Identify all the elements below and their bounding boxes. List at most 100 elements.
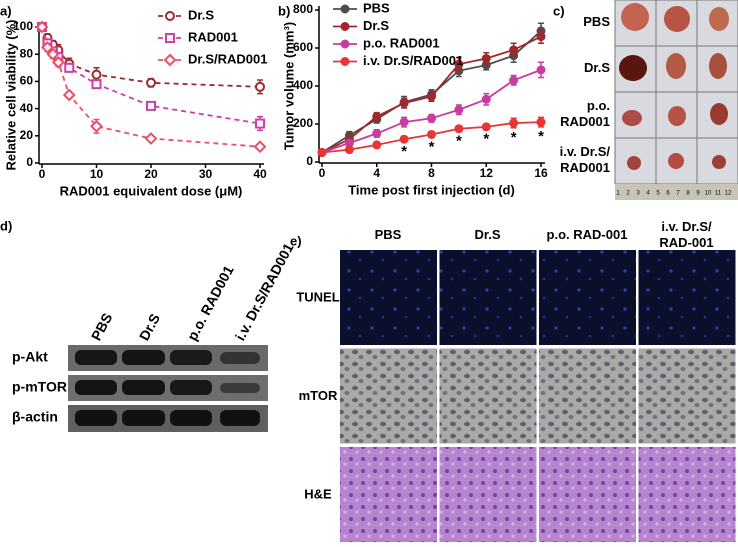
row-label-line: PBS bbox=[583, 14, 610, 29]
marker bbox=[255, 81, 265, 92]
marker bbox=[536, 117, 546, 127]
y-axis-label: Relative cell viability (%) bbox=[3, 19, 18, 170]
row-label: TUNEL bbox=[296, 289, 339, 304]
ruler-number: 4 bbox=[646, 191, 650, 197]
y-tick-label: 20 bbox=[20, 128, 34, 142]
micrograph bbox=[439, 250, 537, 345]
legend-label: Dr.S bbox=[188, 7, 214, 22]
x-tick-label: 4 bbox=[373, 166, 380, 180]
marker bbox=[344, 145, 354, 155]
row-label-line: RAD001 bbox=[560, 160, 610, 175]
marker bbox=[51, 55, 65, 69]
ruler-number: 8 bbox=[686, 191, 690, 197]
y-tick-label: 800 bbox=[293, 2, 313, 16]
y-tick-label: 0 bbox=[26, 155, 33, 169]
row-label: β-actin bbox=[12, 409, 58, 425]
y-tick-label: 80 bbox=[20, 46, 34, 60]
marker bbox=[509, 75, 519, 85]
marker bbox=[91, 79, 102, 90]
ruler-number: 9 bbox=[696, 191, 700, 197]
legend-label: i.v. Dr.S/RAD001 bbox=[363, 53, 463, 68]
marker bbox=[317, 148, 327, 157]
x-tick-label: 40 bbox=[253, 167, 267, 181]
ruler-number: 11 bbox=[715, 191, 722, 197]
row-label-line: i.v. Dr.S/ bbox=[560, 144, 611, 159]
marker bbox=[41, 40, 54, 54]
lane-label: i.v. Dr.S/RAD001 bbox=[232, 240, 297, 343]
lane-label: PBS bbox=[88, 310, 116, 343]
micrograph bbox=[539, 348, 636, 444]
micrograph bbox=[340, 348, 437, 444]
x-axis-label: Time post first injection (d) bbox=[348, 182, 515, 197]
ruler-number: 7 bbox=[676, 191, 680, 197]
micrograph bbox=[638, 348, 736, 444]
x-tick-label: 20 bbox=[144, 167, 158, 181]
x-tick-label: 8 bbox=[428, 166, 435, 180]
ruler-number: 6 bbox=[666, 191, 670, 197]
row-label: PBS bbox=[583, 14, 610, 29]
significance-mark: * bbox=[483, 131, 489, 148]
column-label-line: i.v. Dr.S/ bbox=[661, 219, 712, 234]
blot bbox=[68, 345, 268, 432]
marker bbox=[399, 117, 409, 127]
row-label: i.v. Dr.S/RAD001 bbox=[560, 144, 611, 175]
column-label: i.v. Dr.S/RAD-001 bbox=[659, 219, 713, 250]
ruler-number: 12 bbox=[725, 191, 732, 197]
chart: b) 0 4 8 12 16 0 200 400 600 800 Time post first in… bbox=[278, 0, 548, 197]
legend-label: p.o. RAD001 bbox=[363, 35, 440, 50]
marker bbox=[481, 94, 491, 104]
legend-label: PBS bbox=[363, 0, 390, 15]
chart: a) 0 10 20 30 40 0 20 40 60 80 100 RAD001 equivalent… bbox=[0, 3, 267, 198]
column-label: Dr.S bbox=[474, 227, 500, 242]
micrograph bbox=[340, 250, 437, 345]
marker bbox=[91, 69, 102, 80]
panel-label: a) bbox=[0, 3, 12, 18]
ruler-number: 3 bbox=[636, 191, 640, 197]
panel-label: b) bbox=[278, 3, 290, 18]
y-tick-label: 60 bbox=[20, 74, 34, 88]
column-label-line: Dr.S bbox=[474, 227, 500, 242]
y-tick-label: 0 bbox=[306, 154, 313, 168]
x-tick-label: 0 bbox=[319, 166, 326, 180]
micrograph bbox=[439, 447, 537, 542]
column-label: PBS bbox=[375, 227, 402, 242]
marker bbox=[146, 100, 156, 111]
marker bbox=[146, 77, 156, 88]
y-axis-label: Tumor volume (mm³) bbox=[281, 22, 296, 150]
column-label-line: p.o. RAD-001 bbox=[547, 227, 628, 242]
marker bbox=[536, 32, 546, 42]
marker bbox=[454, 124, 464, 134]
micrograph bbox=[638, 250, 736, 345]
x-tick-label: 0 bbox=[39, 167, 46, 181]
y-tick-label: 400 bbox=[293, 78, 313, 92]
significance-mark: * bbox=[511, 129, 517, 146]
legend-label: RAD001 bbox=[188, 29, 238, 44]
micrograph bbox=[539, 250, 636, 345]
row-label: mTOR bbox=[299, 388, 338, 403]
lane-label: p.o. RAD001 bbox=[184, 263, 237, 344]
row-label: p-mTOR bbox=[12, 379, 67, 395]
row-label: p.o. RAD001 bbox=[560, 98, 610, 129]
photo-grid bbox=[614, 0, 738, 200]
marker bbox=[399, 134, 409, 144]
marker bbox=[454, 59, 464, 69]
marker bbox=[481, 53, 491, 63]
y-tick-label: 200 bbox=[293, 116, 313, 130]
y-tick-label: 100 bbox=[13, 19, 33, 33]
micrograph bbox=[439, 348, 537, 444]
ruler-number: 10 bbox=[705, 191, 712, 197]
column-label: p.o. RAD-001 bbox=[547, 227, 628, 242]
legend-marker bbox=[165, 33, 175, 43]
marker bbox=[253, 140, 267, 154]
marker bbox=[399, 98, 409, 108]
panel-label: c) bbox=[553, 3, 565, 18]
x-tick-label: 12 bbox=[480, 166, 494, 180]
significance-mark: * bbox=[456, 133, 462, 150]
marker bbox=[454, 105, 464, 115]
legend-marker bbox=[163, 53, 177, 67]
marker bbox=[35, 20, 49, 34]
marker bbox=[255, 118, 265, 129]
y-tick-label: 600 bbox=[293, 40, 313, 54]
